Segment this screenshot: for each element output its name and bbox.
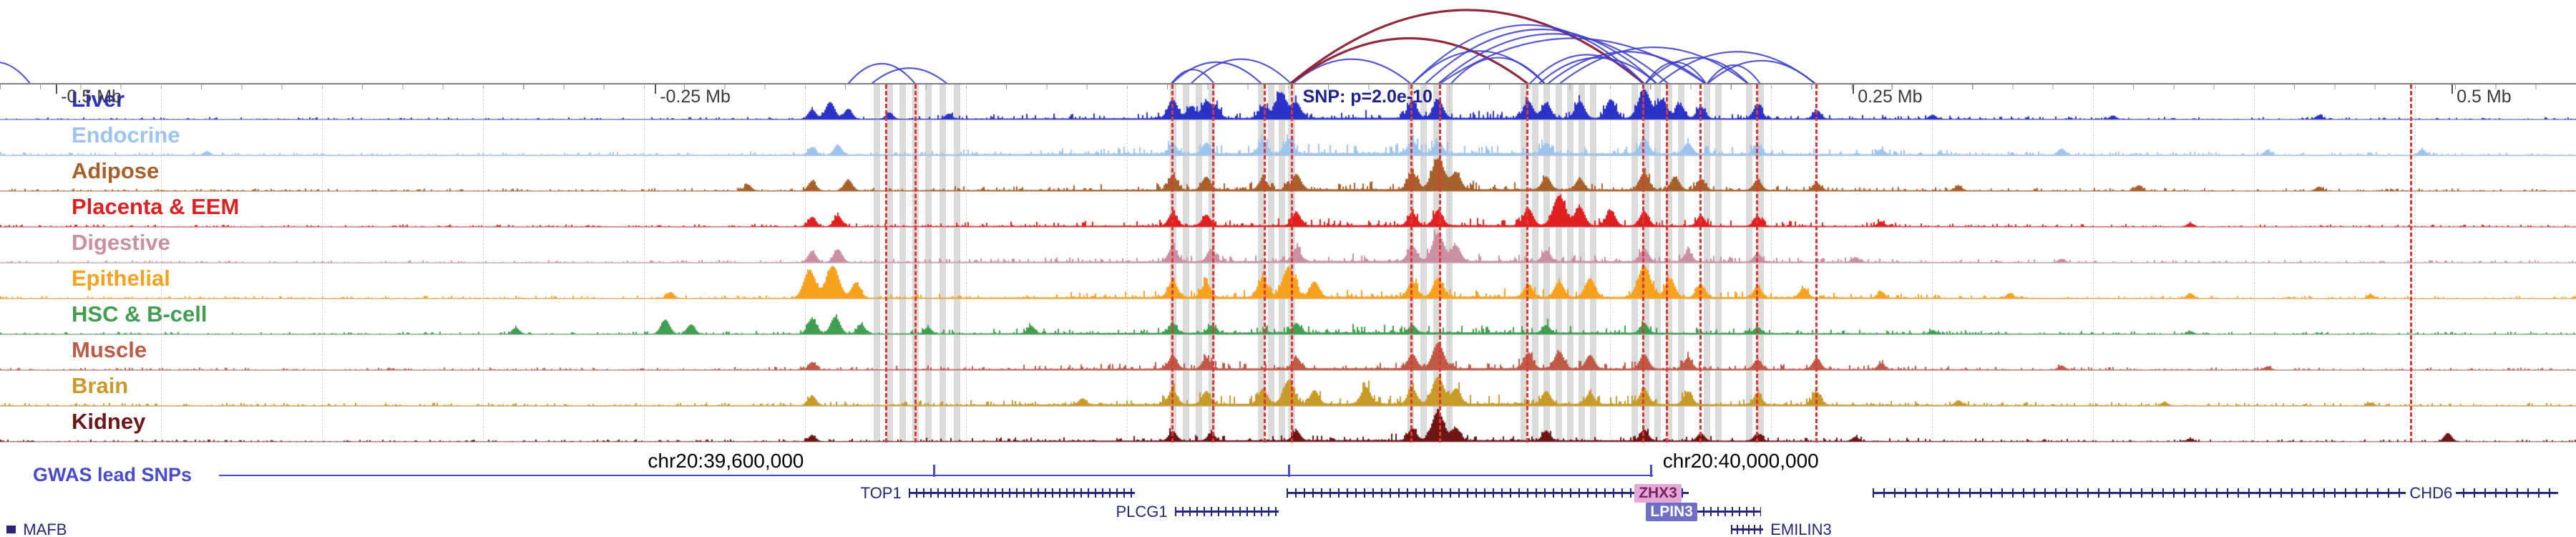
blue-interaction-arc	[0, 62, 32, 84]
coordinate-label: chr20:40,000,000	[1662, 450, 1819, 472]
gene-lpin3	[1688, 507, 1761, 516]
blue-interaction-arc	[1706, 59, 1817, 84]
gene-mafb	[6, 526, 16, 533]
blue-interaction-arc	[1189, 58, 1293, 84]
gene-emilin3	[1731, 525, 1764, 534]
red-dashed-line	[1438, 84, 1441, 442]
red-dashed-line	[1290, 84, 1293, 442]
blue-interaction-arc	[1424, 29, 1659, 84]
red-interaction-arc	[1288, 37, 1530, 84]
gene-label-top1: TOP1	[860, 484, 902, 502]
red-dashed-line	[1212, 84, 1215, 442]
gene-label-lpin3: LPIN3	[1646, 503, 1697, 522]
gene-plcg1	[1174, 507, 1279, 516]
blue-interaction-arc	[1170, 69, 1216, 84]
red-dashed-line	[1410, 84, 1413, 442]
red-dashed-line	[914, 84, 917, 442]
gwas-snps-line	[219, 475, 1653, 476]
track-label-liver: Liver	[72, 87, 125, 112]
lead-snp-marker	[1650, 465, 1653, 477]
blue-interaction-arc	[1537, 57, 1659, 84]
gene-body-line	[1688, 511, 1761, 513]
blue-interaction-arc	[870, 67, 949, 84]
blue-interaction-arc	[847, 62, 917, 84]
red-dashed-line	[884, 84, 887, 442]
gwas-lead-snps-label: GWAS lead SNPs	[33, 464, 192, 485]
blue-interaction-arc	[1411, 24, 1646, 84]
gene-body-line	[1873, 492, 2558, 494]
blue-interaction-arc	[1291, 58, 1413, 84]
red-dashed-line	[2410, 84, 2413, 442]
gene-label-mafb: MAFB	[23, 521, 67, 537]
track-label-adipose: Adipose	[72, 158, 160, 183]
lead-snp-marker	[932, 465, 935, 477]
gene-body-line	[908, 492, 1135, 494]
gene-label-emilin3: EMILIN3	[1770, 521, 1832, 537]
track-label-placenta-eem: Placenta & EEM	[72, 194, 240, 219]
gene-body-line	[1731, 528, 1764, 531]
red-dashed-line	[1171, 84, 1174, 442]
blue-interaction-arc	[1437, 33, 1670, 84]
gene-body-line	[1287, 492, 1689, 494]
blue-interaction-arc	[1644, 57, 1750, 84]
track-label-hsc-b-cell: HSC & B-cell	[72, 301, 208, 326]
snp-pvalue-label: SNP: p=2.0e-10	[1302, 87, 1433, 107]
ruler-mb-label: 0.5 Mb	[2457, 87, 2512, 107]
red-dashed-line	[1755, 84, 1758, 442]
gene-chd6	[1873, 488, 2558, 498]
coordinate-label: chr20:39,600,000	[648, 450, 804, 472]
blue-interaction-arc	[1528, 54, 1646, 84]
track-label-muscle: Muscle	[72, 337, 147, 362]
red-dashed-line	[1642, 84, 1645, 442]
interaction-arcs	[0, 9, 1817, 84]
blue-interaction-arc	[1546, 51, 1707, 84]
red-dashed-line	[1264, 84, 1267, 442]
gene-label-chd6: CHD6	[2406, 484, 2457, 503]
lead-snp-marker	[1288, 465, 1291, 477]
red-dashed-line	[1526, 84, 1529, 442]
red-interaction-arc	[1288, 9, 1646, 84]
track-label-endocrine: Endocrine	[72, 122, 180, 147]
gene-top1	[908, 488, 1135, 498]
ruler-line	[0, 83, 2576, 84]
track-label-kidney: Kidney	[72, 409, 146, 434]
signal-tracks-canvas	[0, 84, 2576, 442]
gene-zhx3	[1287, 488, 1689, 498]
blue-interaction-arc	[1449, 57, 1546, 84]
blue-interaction-arc	[1411, 50, 1546, 84]
ruler-mb-label: -0.25 Mb	[660, 87, 731, 107]
ruler-mb-label: 0.25 Mb	[1858, 87, 1923, 107]
blue-interaction-arc	[1170, 61, 1263, 84]
track-label-epithelial: Epithelial	[72, 266, 170, 291]
red-dashed-line	[1665, 84, 1668, 442]
blue-interaction-arc	[1706, 64, 1762, 84]
ruler-mb-label: -0.5 Mb	[61, 87, 122, 107]
track-label-digestive: Digestive	[72, 230, 170, 255]
track-label-brain: Brain	[72, 373, 129, 398]
gene-body-line	[1174, 511, 1279, 513]
red-dashed-line	[1815, 84, 1818, 442]
gene-label-zhx3: ZHX3	[1634, 484, 1682, 503]
gene-label-plcg1: PLCG1	[1116, 503, 1168, 521]
red-dashed-line	[1699, 84, 1702, 442]
